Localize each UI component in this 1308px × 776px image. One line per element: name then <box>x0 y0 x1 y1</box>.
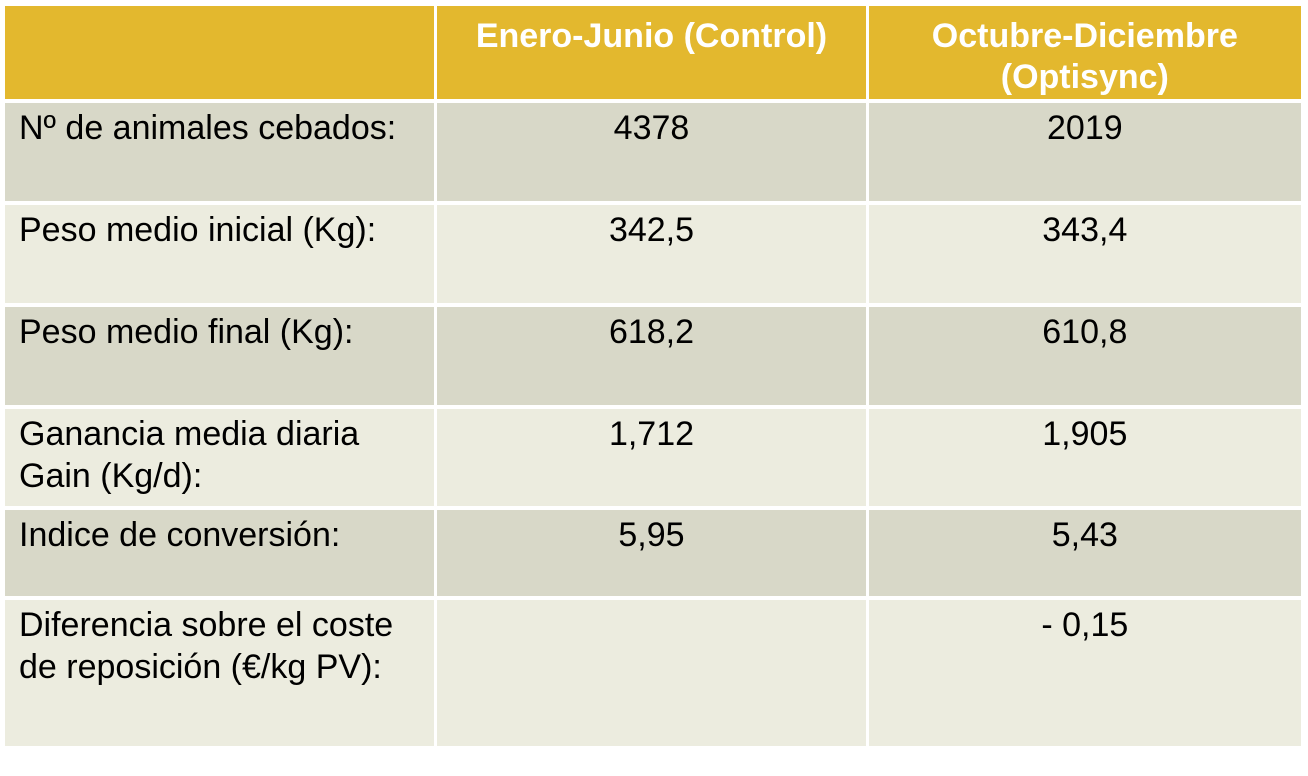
row-label: Ganancia media diaria Gain (Kg/d): <box>5 409 435 506</box>
optisync-value: 5,43 <box>868 510 1301 596</box>
control-value: 1,712 <box>437 409 866 506</box>
optisync-value: 2019 <box>868 103 1301 201</box>
row-label: Peso medio inicial (Kg): <box>5 205 435 303</box>
header-row: Enero-Junio (Control) Octubre-Diciembre … <box>5 6 1301 99</box>
optisync-value: 1,905 <box>868 409 1301 506</box>
row-label: Indice de conversión: <box>5 510 435 596</box>
optisync-value: - 0,15 <box>868 600 1301 746</box>
table-row: Peso medio inicial (Kg): 342,5 343,4 <box>5 205 1301 303</box>
row-label: Peso medio final (Kg): <box>5 307 435 405</box>
row-label: Diferencia sobre el coste de reposición … <box>5 600 435 746</box>
table-row: Peso medio final (Kg): 618,2 610,8 <box>5 307 1301 405</box>
comparison-table: Enero-Junio (Control) Octubre-Diciembre … <box>2 2 1304 750</box>
table-row: Indice de conversión: 5,95 5,43 <box>5 510 1301 596</box>
header-cell-empty <box>5 6 435 99</box>
table-body: Nº de animales cebados: 4378 2019 Peso m… <box>5 103 1301 746</box>
table-row: Diferencia sobre el coste de reposición … <box>5 600 1301 746</box>
control-value: 4378 <box>437 103 866 201</box>
control-value: 618,2 <box>437 307 866 405</box>
optisync-value: 610,8 <box>868 307 1301 405</box>
control-value <box>437 600 866 746</box>
control-value: 342,5 <box>437 205 866 303</box>
header-cell-control: Enero-Junio (Control) <box>437 6 866 99</box>
table-row: Nº de animales cebados: 4378 2019 <box>5 103 1301 201</box>
table-header: Enero-Junio (Control) Octubre-Diciembre … <box>5 6 1301 99</box>
header-cell-optisync: Octubre-Diciembre (Optisync) <box>868 6 1301 99</box>
optisync-value: 343,4 <box>868 205 1301 303</box>
control-value: 5,95 <box>437 510 866 596</box>
row-label: Nº de animales cebados: <box>5 103 435 201</box>
table-row: Ganancia media diaria Gain (Kg/d): 1,712… <box>5 409 1301 506</box>
